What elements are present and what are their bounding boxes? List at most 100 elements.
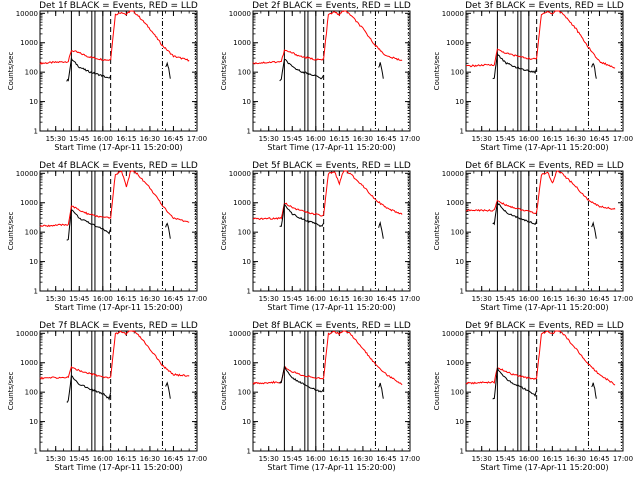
- y-axis-label: Counts/sec: [220, 372, 228, 411]
- y-tick-label: 10000: [442, 330, 464, 338]
- chart-panel-3: Det 3f BLACK = Events, RED = LLD 1 10 100 10…: [433, 1, 633, 152]
- series-lld: [39, 170, 190, 228]
- x-tick-label: 16:00: [93, 135, 113, 143]
- x-tick-label: 15:45: [495, 135, 515, 143]
- y-tick-label: 1: [460, 128, 464, 136]
- y-tick-label: 10000: [442, 10, 464, 18]
- x-axis-label: Start Time (17-Apr-11 15:20:00): [480, 303, 608, 312]
- x-axis-label: Start Time (17-Apr-11 15:20:00): [267, 463, 395, 472]
- y-tick-label: 1000: [446, 39, 464, 47]
- series-events: [66, 209, 112, 241]
- x-tick-label: 16:45: [589, 295, 609, 303]
- chart-panel-4: Det 4f BLACK = Events, RED = LLD 1 10 100 10…: [7, 161, 207, 312]
- y-axis-label: Counts/sec: [433, 52, 441, 91]
- series-events: [279, 58, 325, 82]
- x-axis-label: Start Time (17-Apr-11 15:20:00): [54, 463, 182, 472]
- x-tick-label: 16:15: [542, 135, 562, 143]
- plot-frame: [39, 170, 198, 292]
- series-events_post: [378, 62, 384, 79]
- x-tick-label: 16:15: [542, 455, 562, 463]
- y-tick-label: 10000: [16, 170, 38, 178]
- y-tick-label: 1000: [233, 359, 251, 367]
- x-tick-label: 15:30: [46, 135, 66, 143]
- x-tick-label: 16:30: [566, 455, 586, 463]
- series-events_post: [591, 221, 597, 239]
- x-tick-label: 17:00: [187, 135, 207, 143]
- y-tick-label: 1: [247, 128, 251, 136]
- x-tick-label: 16:15: [116, 135, 136, 143]
- y-tick-label: 100: [25, 229, 38, 237]
- chart-title: Det 9f BLACK = Events, RED = LLD: [465, 321, 624, 331]
- y-axis-label: Counts/sec: [433, 372, 441, 411]
- y-tick-label: 100: [238, 69, 251, 77]
- plot-frame: [252, 170, 411, 292]
- plot-frame: [465, 170, 624, 292]
- x-tick-label: 16:45: [376, 135, 396, 143]
- y-tick-label: 100: [25, 69, 38, 77]
- x-axis-label: Start Time (17-Apr-11 15:20:00): [480, 143, 608, 152]
- y-tick-label: 10: [29, 418, 38, 426]
- x-tick-label: 17:00: [187, 295, 207, 303]
- x-tick-label: 16:45: [376, 295, 396, 303]
- series-lld: [466, 10, 616, 69]
- y-axis-label: Counts/sec: [220, 52, 228, 91]
- y-tick-label: 100: [238, 389, 251, 397]
- x-tick-label: 16:15: [329, 455, 349, 463]
- y-tick-label: 10: [242, 418, 251, 426]
- y-tick-label: 10000: [16, 10, 38, 18]
- plot-frame: [465, 10, 624, 132]
- x-tick-label: 16:15: [542, 295, 562, 303]
- plot-frame: [252, 330, 411, 452]
- x-tick-label: 17:00: [400, 295, 420, 303]
- y-tick-label: 1000: [20, 199, 38, 207]
- x-axis-label: Start Time (17-Apr-11 15:20:00): [54, 303, 182, 312]
- y-tick-label: 1000: [233, 199, 251, 207]
- x-tick-label: 15:30: [46, 455, 66, 463]
- x-tick-label: 16:45: [163, 135, 183, 143]
- y-axis-label: Counts/sec: [220, 212, 228, 251]
- x-tick-label: 15:30: [259, 455, 279, 463]
- y-tick-label: 10: [455, 258, 464, 266]
- y-tick-label: 10: [29, 258, 38, 266]
- x-tick-label: 16:45: [376, 455, 396, 463]
- y-tick-label: 100: [451, 69, 464, 77]
- y-tick-label: 100: [238, 229, 251, 237]
- y-tick-label: 1: [34, 128, 38, 136]
- x-tick-label: 15:30: [259, 295, 279, 303]
- chart-title: Det 3f BLACK = Events, RED = LLD: [465, 1, 624, 11]
- y-tick-label: 10000: [229, 170, 251, 178]
- x-axis-label: Start Time (17-Apr-11 15:20:00): [267, 143, 395, 152]
- y-tick-label: 1: [34, 288, 38, 296]
- chart-panel-2: Det 2f BLACK = Events, RED = LLD 1 10 100 10…: [220, 1, 420, 152]
- x-axis-label: Start Time (17-Apr-11 15:20:00): [54, 143, 182, 152]
- y-tick-label: 10000: [229, 10, 251, 18]
- x-tick-label: 16:30: [140, 295, 160, 303]
- series-events: [492, 52, 538, 80]
- series-lld: [465, 330, 616, 386]
- series-events: [492, 367, 538, 400]
- y-tick-label: 10: [455, 98, 464, 106]
- chart-panel-8: Det 8f BLACK = Events, RED = LLD 1 10 100 10…: [220, 321, 420, 472]
- plot-frame: [465, 330, 624, 452]
- x-tick-label: 16:15: [116, 455, 136, 463]
- x-tick-label: 16:00: [306, 135, 326, 143]
- plot-frame: [39, 330, 198, 452]
- y-tick-label: 100: [451, 229, 464, 237]
- x-tick-label: 15:45: [69, 135, 89, 143]
- y-tick-label: 10000: [442, 170, 464, 178]
- y-axis-label: Counts/sec: [433, 212, 441, 251]
- x-tick-label: 16:45: [589, 455, 609, 463]
- y-axis-label: Counts/sec: [7, 212, 15, 251]
- chart-panel-9: Det 9f BLACK = Events, RED = LLD 1 10 100 10…: [433, 321, 633, 472]
- plot-frame: [252, 10, 411, 132]
- x-tick-label: 16:15: [329, 135, 349, 143]
- x-tick-label: 16:00: [306, 295, 326, 303]
- series-events_post: [591, 62, 597, 79]
- series-events_post: [165, 381, 171, 399]
- x-tick-label: 16:30: [566, 135, 586, 143]
- x-tick-label: 16:00: [519, 135, 539, 143]
- x-tick-label: 16:15: [329, 295, 349, 303]
- chart-panel-1: Det 1f BLACK = Events, RED = LLD 1 10 100 10…: [7, 1, 207, 152]
- chart-panel-7: Det 7f BLACK = Events, RED = LLD 1 10 100 10…: [7, 321, 207, 472]
- chart-title: Det 6f BLACK = Events, RED = LLD: [465, 161, 624, 171]
